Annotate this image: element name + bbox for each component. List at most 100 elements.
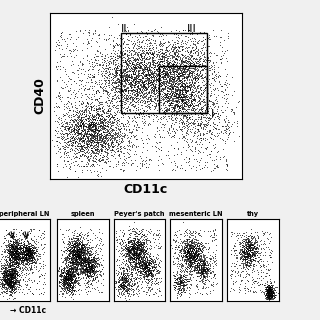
- Point: [73, 252, 78, 257]
- Point: [113, 130, 118, 135]
- Point: [110, 127, 115, 132]
- Point: [130, 245, 135, 251]
- Point: [6, 251, 11, 256]
- Point: [58, 274, 63, 279]
- Point: [84, 76, 90, 81]
- Point: [202, 271, 207, 276]
- Point: [22, 255, 27, 260]
- Point: [213, 227, 218, 232]
- Point: [76, 155, 82, 160]
- Point: [183, 67, 188, 72]
- Point: [180, 254, 185, 260]
- Point: [195, 273, 200, 278]
- Point: [72, 255, 77, 260]
- Point: [71, 137, 76, 142]
- Point: [75, 251, 80, 256]
- Point: [28, 259, 34, 264]
- Point: [60, 275, 66, 280]
- Point: [202, 275, 207, 280]
- Point: [267, 288, 272, 293]
- Point: [71, 140, 76, 145]
- Point: [5, 243, 11, 248]
- Point: [26, 245, 31, 250]
- Point: [73, 242, 78, 247]
- Point: [216, 116, 221, 121]
- Point: [138, 92, 143, 97]
- Point: [70, 281, 75, 286]
- Point: [156, 64, 161, 69]
- Point: [134, 238, 139, 243]
- Point: [272, 278, 277, 284]
- Point: [184, 251, 189, 256]
- Point: [191, 261, 196, 266]
- Point: [115, 280, 120, 285]
- Point: [129, 95, 134, 100]
- Point: [186, 236, 191, 241]
- Point: [119, 284, 124, 289]
- Point: [196, 264, 201, 269]
- Point: [94, 134, 100, 139]
- Point: [205, 63, 210, 68]
- Point: [189, 254, 194, 260]
- Point: [149, 62, 154, 67]
- Point: [148, 268, 153, 273]
- Point: [213, 125, 219, 130]
- Point: [67, 252, 72, 258]
- Point: [60, 269, 65, 274]
- Point: [103, 62, 108, 67]
- Point: [106, 72, 111, 77]
- Point: [15, 254, 20, 259]
- Point: [183, 248, 188, 253]
- Point: [268, 291, 274, 296]
- Point: [191, 120, 196, 125]
- Point: [84, 116, 89, 122]
- Point: [200, 90, 205, 95]
- Point: [58, 274, 63, 279]
- Point: [161, 72, 166, 77]
- Point: [109, 87, 114, 92]
- Point: [67, 292, 72, 297]
- Point: [197, 268, 202, 273]
- Point: [212, 271, 217, 276]
- Point: [82, 254, 87, 260]
- Point: [65, 240, 70, 245]
- Point: [188, 255, 193, 260]
- Point: [76, 245, 82, 250]
- Point: [100, 262, 105, 267]
- Point: [266, 294, 271, 300]
- Point: [11, 249, 16, 254]
- Point: [12, 281, 17, 286]
- Point: [80, 167, 85, 172]
- Point: [267, 293, 272, 298]
- Point: [64, 274, 69, 279]
- Point: [26, 249, 31, 254]
- Point: [92, 129, 97, 134]
- Point: [207, 128, 212, 133]
- Point: [154, 233, 159, 238]
- Point: [152, 259, 157, 264]
- Point: [263, 288, 268, 293]
- Point: [129, 267, 134, 272]
- Point: [223, 119, 228, 124]
- Point: [70, 255, 76, 260]
- Point: [178, 96, 183, 101]
- Point: [239, 248, 244, 253]
- Point: [170, 77, 175, 82]
- Point: [0, 256, 4, 261]
- Point: [9, 244, 14, 249]
- Point: [204, 54, 209, 59]
- Point: [83, 123, 88, 128]
- Point: [33, 261, 38, 266]
- Point: [95, 87, 100, 92]
- Point: [197, 261, 202, 266]
- Point: [74, 247, 79, 252]
- Point: [104, 130, 109, 135]
- Point: [0, 266, 4, 271]
- Point: [176, 264, 181, 269]
- Point: [66, 278, 71, 283]
- Point: [53, 47, 58, 52]
- Point: [136, 143, 141, 148]
- Point: [84, 96, 89, 101]
- Point: [139, 79, 144, 84]
- Point: [65, 243, 70, 248]
